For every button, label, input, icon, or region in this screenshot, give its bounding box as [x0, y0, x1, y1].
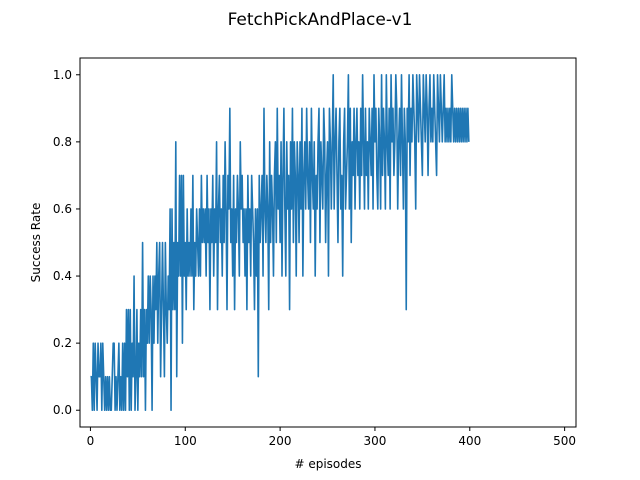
x-tick-label: 300 [363, 434, 386, 448]
y-axis: 0.0 0.2 0.4 0.6 0.8 1.0 [53, 68, 80, 417]
y-tick-label: 0.0 [53, 403, 72, 417]
x-axis-label: # episodes [294, 457, 361, 471]
x-tick-label: 100 [174, 434, 197, 448]
x-tick-label: 200 [269, 434, 292, 448]
x-tick-label: 400 [458, 434, 481, 448]
y-tick-label: 0.6 [53, 202, 72, 216]
x-axis: 0 100 200 300 400 500 [87, 427, 576, 448]
y-tick-label: 0.8 [53, 135, 72, 149]
x-tick-label: 0 [87, 434, 95, 448]
y-axis-label: Success Rate [29, 203, 43, 283]
series-line-0 [90, 73, 470, 412]
plot-frame [79, 57, 577, 428]
y-tick-label: 1.0 [53, 68, 72, 82]
chart-title: FetchPickAndPlace-v1 [228, 10, 413, 30]
x-tick-label: 500 [553, 434, 576, 448]
y-tick-label: 0.4 [53, 269, 72, 283]
plot-series [90, 73, 470, 412]
y-tick-label: 0.2 [53, 336, 72, 350]
